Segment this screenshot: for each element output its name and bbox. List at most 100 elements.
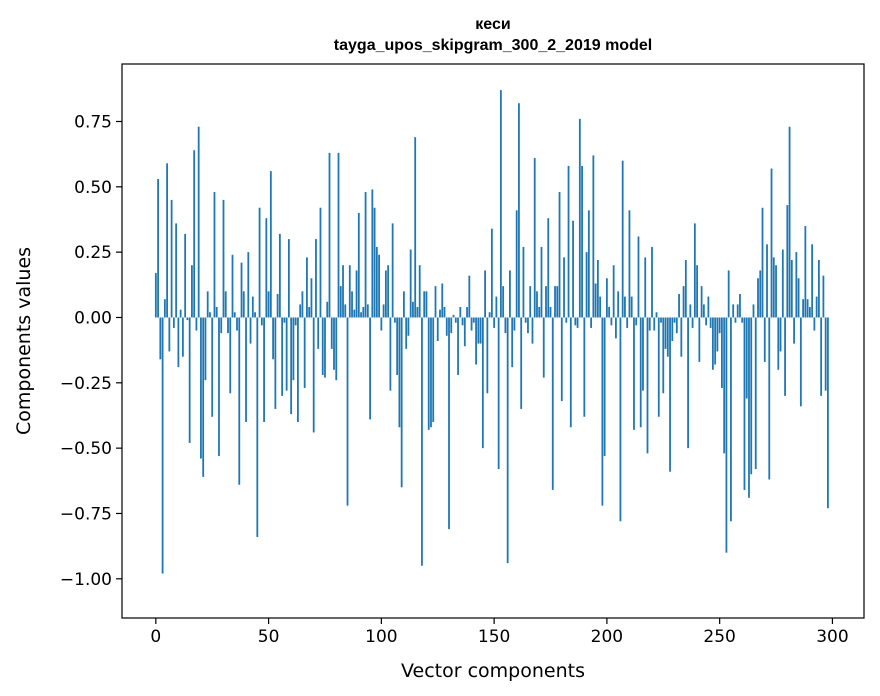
bar-285 [797, 278, 800, 318]
bar-282 [790, 259, 793, 318]
bar-213 [635, 317, 638, 326]
bar-22 [204, 317, 207, 381]
bar-4 [163, 299, 166, 318]
bar-286 [799, 317, 802, 407]
bar-144 [479, 317, 482, 344]
bar-201 [608, 307, 611, 318]
bar-23 [206, 291, 209, 318]
x-axis-ticks: 0 50 100 150 200 250 300 [150, 618, 849, 647]
bar-154 [502, 286, 505, 318]
bar-182 [565, 317, 568, 323]
bar-95 [369, 317, 371, 420]
bar-158 [511, 317, 514, 368]
bar-232 [678, 293, 680, 318]
bar-55 [278, 233, 281, 318]
bar-141 [472, 317, 475, 323]
bar-240 [696, 265, 698, 318]
bar-195 [594, 283, 597, 318]
bar-292 [813, 317, 816, 331]
bar-35 [233, 312, 236, 318]
bar-2 [159, 317, 162, 360]
bar-294 [817, 259, 820, 318]
bar-52 [272, 317, 274, 360]
bar-48 [263, 317, 265, 423]
bar-211 [630, 296, 633, 318]
bar-223 [657, 317, 660, 417]
bar-119 [423, 291, 426, 318]
bar-19 [197, 126, 200, 318]
bar-147 [486, 317, 489, 394]
bar-215 [639, 317, 642, 428]
bar-31 [224, 291, 227, 318]
bar-124 [434, 286, 437, 318]
bar-104 [389, 317, 392, 391]
bar-107 [396, 317, 399, 375]
y-tick-label: 0.00 [74, 308, 112, 328]
bar-250 [718, 317, 721, 334]
bar-133 [454, 317, 457, 323]
y-axis-ticks: −1.00 −0.75 −0.50 −0.25 0.00 0.25 0.50 0.75 [60, 112, 122, 590]
bar-62 [294, 317, 297, 326]
bar-273 [770, 168, 773, 318]
bar-295 [820, 317, 823, 396]
bar-127 [441, 283, 444, 318]
bar-209 [626, 317, 629, 328]
bar-84 [344, 304, 347, 318]
bar-28 [218, 317, 220, 456]
bar-206 [619, 317, 622, 522]
bar-177 [554, 286, 556, 318]
bar-41 [247, 252, 250, 318]
bar-115 [414, 137, 417, 318]
y-tick-label: 0.50 [74, 178, 112, 198]
bar-96 [371, 189, 374, 318]
bar-32 [227, 317, 229, 334]
bar-208 [624, 296, 626, 318]
bar-130 [448, 317, 450, 530]
bar-284 [795, 252, 798, 318]
bar-190 [583, 317, 586, 417]
bar-293 [815, 296, 818, 318]
bar-259 [739, 293, 741, 318]
bar-69 [310, 278, 313, 318]
y-tick-label: 0.75 [74, 112, 112, 132]
bar-248 [714, 317, 717, 365]
bar-129 [445, 317, 448, 336]
bar-254 [727, 270, 730, 318]
bar-238 [691, 317, 694, 328]
bar-47 [260, 317, 263, 326]
bar-122 [430, 317, 432, 428]
bar-247 [711, 317, 714, 370]
bar-118 [421, 317, 423, 566]
bar-140 [470, 317, 473, 331]
bar-15 [188, 317, 191, 443]
bar-27 [215, 307, 218, 318]
bar-235 [684, 259, 687, 318]
bar-207 [621, 160, 624, 318]
bar-34 [231, 254, 234, 318]
bar-249 [716, 317, 719, 352]
bar-117 [418, 265, 421, 318]
bar-279 [784, 317, 786, 396]
bar-59 [287, 239, 290, 318]
bar-287 [802, 299, 804, 318]
bar-178 [556, 286, 559, 318]
bar-171 [540, 246, 543, 318]
bar-73 [319, 207, 322, 318]
bar-274 [772, 257, 775, 318]
bar-267 [757, 278, 759, 318]
bar-71 [315, 239, 317, 318]
bar-6 [168, 317, 171, 352]
bar-13 [184, 233, 187, 318]
bar-46 [258, 207, 261, 318]
bar-225 [662, 317, 665, 394]
bar-58 [285, 317, 288, 391]
bar-236 [687, 317, 689, 449]
bar-165 [527, 317, 529, 334]
bar-172 [542, 317, 545, 378]
bar-0 [154, 273, 157, 318]
y-tick-label: −0.25 [60, 374, 112, 394]
y-tick-label: −0.75 [60, 504, 112, 524]
bar-210 [628, 210, 631, 318]
bar-99 [378, 254, 380, 318]
x-tick-label: 0 [150, 627, 161, 647]
